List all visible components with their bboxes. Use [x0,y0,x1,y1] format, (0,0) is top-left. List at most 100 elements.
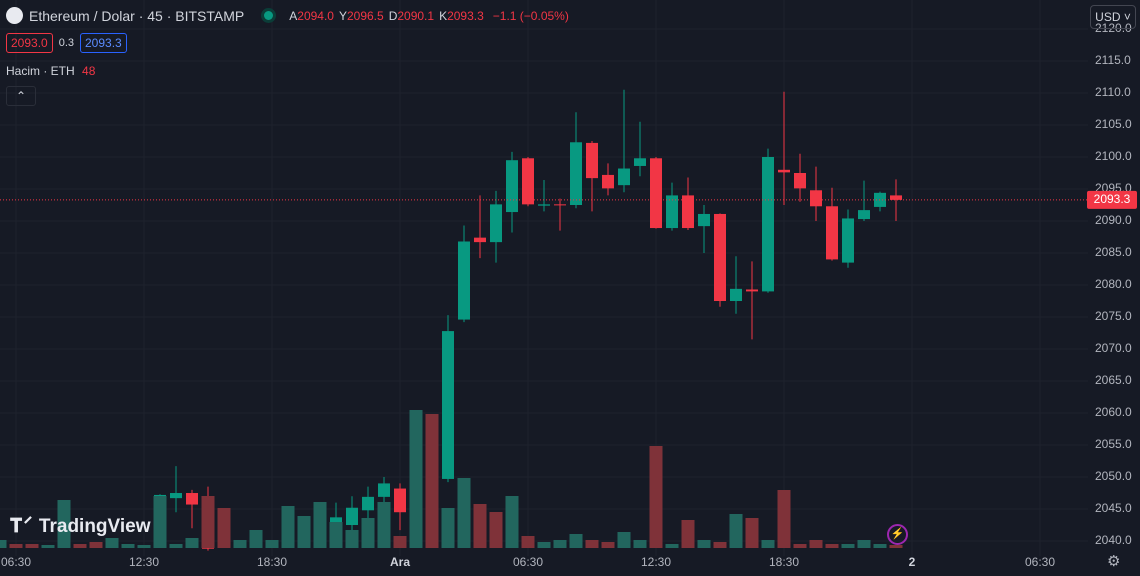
candle-body [186,493,198,505]
volume-bar [105,538,119,548]
candle-body [362,496,374,511]
y-tick-label: 2075.0 [1095,309,1132,323]
candle-body [522,158,534,205]
status-dot [264,11,274,20]
ohlc-value: 2090.1 [397,8,435,23]
y-tick-label: 2055.0 [1095,437,1132,451]
plot [0,89,903,551]
y-tick-label: 2090.0 [1095,213,1132,227]
volume-bar [393,536,407,548]
ask[interactable]: 2093.3 [80,33,127,53]
volume-bar [601,542,615,548]
ohlc-label: K [439,8,448,23]
x-tick-label: 18:30 [769,555,799,569]
candle-body [506,160,518,213]
volume-bar [681,520,695,548]
volume-bar [441,508,455,548]
ohlc-item: D2090.1 [389,9,434,23]
volume-bar [313,502,327,548]
collapse-button[interactable]: ⌃ [6,86,36,106]
candle-body [570,142,582,206]
candle-body [698,213,710,227]
volume-bar [505,496,519,548]
candle-body [538,204,550,206]
volume-bar [713,542,727,548]
settings-icon[interactable]: ⚙ [1107,553,1121,570]
symbol-icon [6,7,23,24]
volume-bar [745,518,759,548]
candle-body [778,169,790,173]
volume-bar [809,540,823,548]
x-tick-label: 12:30 [641,555,671,569]
volume-bar [729,514,743,548]
change: −1.1 (−0.05%) [492,8,569,23]
candle-body [602,174,614,189]
volume-label: Hacim · ETH [6,64,75,78]
volume-bar [249,530,263,548]
ohlc-label: Y [338,8,347,23]
symbol[interactable]: Ethereum / Dolar · 45 · BITSTAMP [29,7,245,24]
candle-body [762,157,774,292]
x-tick-label: 06:30 [513,555,543,569]
candle-body [618,168,630,186]
volume-bar [569,534,583,548]
volume-bar [665,544,679,548]
volume-bar [281,506,295,548]
x-tick-label: 18:30 [257,555,287,569]
x-tick-label: 2 [909,555,916,569]
candle-body [554,204,566,206]
volume-bar [697,540,711,548]
volume-bar [121,544,135,548]
volume-bar [473,504,487,548]
currency: USD [1095,10,1121,24]
candle-body [378,483,390,497]
logo-text: TradingView [38,516,151,537]
candle-body [346,507,358,526]
candle-body [394,488,406,513]
alert-icon[interactable]: ⚡ [887,524,908,545]
x-tick-label: Ara [390,555,410,569]
y-tick-label: 2115.0 [1095,53,1131,67]
volume-bar [297,516,311,548]
volume-bar [793,544,807,548]
volume-bar [633,540,647,548]
y-tick-label: 2110.0 [1095,85,1131,99]
logo: 𝐓⸍ TradingView [10,516,151,537]
ohlc-value: 2093.3 [447,8,484,23]
volume-bar [489,512,503,548]
ohlc-value: 2094.0 [297,8,334,23]
volume-bar [649,446,663,548]
volume-bar [345,530,359,548]
candle-body [842,218,854,263]
candle-body [810,190,822,207]
x-tick-label: 12:30 [129,555,159,569]
candle-body [794,173,806,189]
ohlc-item: A2094.0 [289,9,334,23]
volume-bar [585,540,599,548]
price-axis-bg [1088,0,1140,576]
candle-body [826,206,838,260]
candle-body [330,517,342,524]
volume-bar [617,532,631,548]
ohlc-label: A [289,8,298,23]
volume-bar [553,540,567,548]
volume-bar [825,544,839,548]
volume-bar [169,544,183,548]
volume-value: 48 [82,64,96,78]
candle-body [746,289,758,292]
volume-bar [217,508,231,548]
y-tick-label: 2070.0 [1095,341,1132,355]
volume-bar [409,410,423,548]
candle-body [714,213,726,302]
price-tag-bg [1087,190,1137,209]
volume-bar [233,540,247,548]
currency-button[interactable]: USD ˅ [1090,5,1136,29]
quote-row: 2093.0 0.3 2093.3 [6,33,127,53]
volume-bar [41,545,55,548]
y-tick-label: 2085.0 [1095,245,1132,259]
candle-body [682,195,694,229]
bid[interactable]: 2093.0 [6,33,53,53]
volume-bar [377,502,391,548]
